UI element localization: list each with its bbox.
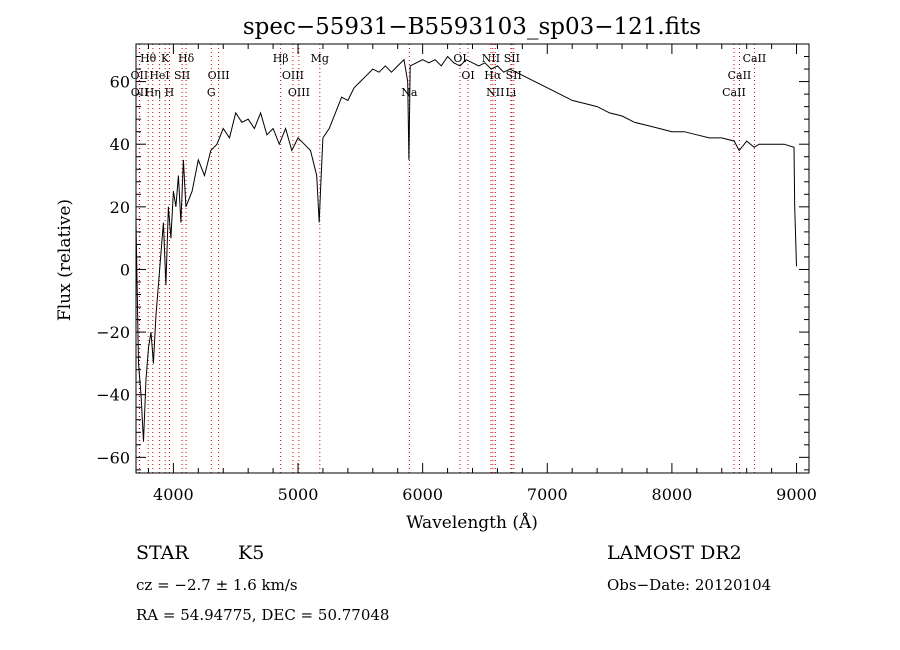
- chart-title: spec−55931−B5593103_sp03−121.fits: [243, 14, 701, 40]
- marker-label: Mg: [311, 52, 329, 65]
- observation-date: Obs−Date: 20120104: [607, 576, 771, 594]
- y-tick-label: 60: [110, 73, 130, 92]
- plot-frame: [135, 43, 810, 474]
- x-tick-label: 8000: [652, 485, 693, 504]
- marker-label: CaII: [728, 69, 752, 82]
- y-tick-label: 40: [110, 135, 130, 154]
- marker-label: K: [161, 52, 170, 65]
- coordinates: RA = 54.94775, DEC = 50.77048: [136, 606, 389, 624]
- object-subclass: K5: [238, 542, 264, 564]
- spectral-line-labels: HθOIIOIIKHeIHηHδSIIHOIIIGHβOIIIOIIIMgNaO…: [131, 52, 767, 99]
- y-tick-label: −20: [96, 323, 130, 342]
- y-tick-label: 0: [120, 260, 130, 279]
- marker-label: CaII: [743, 52, 767, 65]
- y-tick-label: −40: [96, 386, 130, 405]
- marker-label: SII: [174, 69, 190, 82]
- survey-name: LAMOST DR2: [607, 542, 742, 564]
- marker-label: OIII: [288, 86, 310, 99]
- marker-label: OIII: [282, 69, 304, 82]
- axis-ticks: [136, 43, 809, 473]
- marker-label: NII: [482, 52, 500, 65]
- y-tick-label: −60: [96, 448, 130, 467]
- marker-label: CaII: [722, 86, 746, 99]
- redshift-cz: cz = −2.7 ± 1.6 km/s: [136, 576, 298, 594]
- spectrum-line: [135, 55, 797, 442]
- x-tick-label: 9000: [776, 485, 817, 504]
- x-tick-label: 6000: [402, 485, 443, 504]
- y-axis-label: Flux (relative): [55, 199, 75, 321]
- marker-label: G: [207, 86, 216, 99]
- marker-label: NII: [486, 86, 504, 99]
- x-axis-label: Wavelength (Å): [406, 512, 538, 533]
- spectral-line-markers: [138, 44, 755, 473]
- y-tick-labels: −60 −40 −20 0 20 40 60: [96, 73, 130, 468]
- marker-label: OII: [131, 86, 149, 99]
- y-tick-label: 20: [110, 198, 130, 217]
- marker-label: OIII: [208, 69, 230, 82]
- marker-label: SII: [506, 69, 522, 82]
- marker-label: HeI: [149, 69, 169, 82]
- marker-label: Hδ: [178, 52, 195, 65]
- marker-label: Hθ: [140, 52, 157, 65]
- marker-label: SII: [504, 52, 520, 65]
- marker-label: Li: [505, 86, 516, 99]
- marker-label: OI: [453, 52, 466, 65]
- marker-label: OII: [131, 69, 149, 82]
- x-tick-label: 7000: [527, 485, 568, 504]
- object-class: STAR: [136, 542, 189, 564]
- x-tick-labels: 4000 5000 6000 7000 8000 9000: [153, 485, 817, 504]
- marker-label: H: [165, 86, 175, 99]
- x-tick-label: 4000: [153, 485, 194, 504]
- marker-label: Hβ: [273, 52, 289, 65]
- marker-label: OI: [461, 69, 474, 82]
- x-tick-label: 5000: [278, 485, 319, 504]
- marker-label: Hη: [145, 86, 161, 99]
- marker-label: Hα: [484, 69, 502, 82]
